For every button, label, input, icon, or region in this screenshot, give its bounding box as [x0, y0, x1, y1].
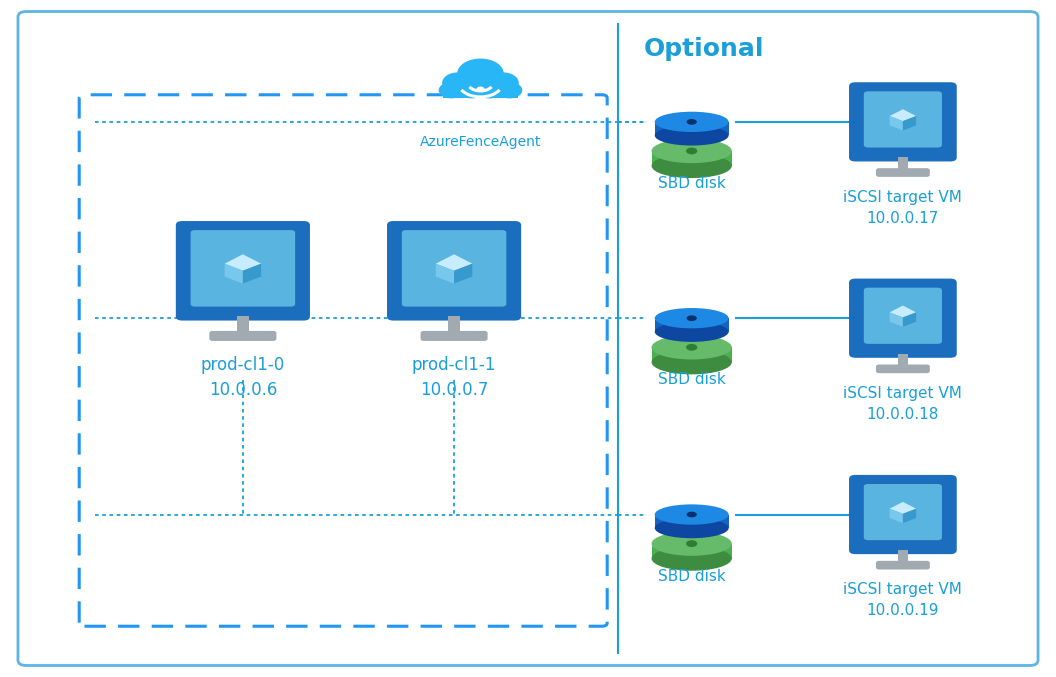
FancyBboxPatch shape	[876, 168, 930, 177]
Bar	[652, 544, 732, 559]
Circle shape	[496, 82, 523, 98]
Circle shape	[453, 74, 490, 98]
FancyBboxPatch shape	[420, 331, 488, 341]
Text: SBD disk: SBD disk	[658, 176, 725, 191]
Ellipse shape	[652, 350, 732, 374]
Circle shape	[486, 72, 518, 93]
Bar	[448, 316, 460, 333]
Text: iSCSI target VM
10.0.0.18: iSCSI target VM 10.0.0.18	[844, 386, 962, 422]
FancyBboxPatch shape	[209, 331, 277, 341]
FancyBboxPatch shape	[191, 230, 295, 307]
Ellipse shape	[686, 148, 697, 154]
Ellipse shape	[655, 518, 729, 538]
Bar	[237, 316, 249, 333]
FancyBboxPatch shape	[849, 278, 957, 357]
Ellipse shape	[655, 308, 729, 328]
Text: prod-cl1-0
10.0.0.6: prod-cl1-0 10.0.0.6	[201, 356, 285, 399]
FancyBboxPatch shape	[864, 288, 942, 344]
Polygon shape	[889, 508, 903, 523]
Ellipse shape	[686, 119, 697, 125]
Bar	[652, 151, 732, 166]
FancyBboxPatch shape	[864, 91, 942, 148]
FancyBboxPatch shape	[18, 12, 1038, 665]
Ellipse shape	[652, 531, 732, 556]
FancyBboxPatch shape	[386, 221, 522, 321]
Ellipse shape	[686, 512, 697, 517]
Polygon shape	[243, 263, 261, 284]
Text: Optional: Optional	[644, 37, 765, 61]
Text: AzureFenceAgent: AzureFenceAgent	[420, 135, 541, 150]
Text: SBD disk: SBD disk	[658, 569, 725, 584]
Text: prod-cl1-1
10.0.0.7: prod-cl1-1 10.0.0.7	[412, 356, 496, 399]
Circle shape	[442, 72, 475, 93]
Circle shape	[457, 59, 504, 89]
Polygon shape	[889, 502, 917, 514]
Polygon shape	[903, 312, 917, 327]
FancyBboxPatch shape	[442, 83, 518, 97]
FancyBboxPatch shape	[175, 221, 310, 321]
Circle shape	[476, 87, 485, 91]
Ellipse shape	[686, 540, 697, 547]
Bar	[655, 515, 729, 528]
Polygon shape	[436, 263, 454, 284]
Ellipse shape	[652, 546, 732, 571]
Polygon shape	[436, 255, 472, 271]
Polygon shape	[889, 305, 917, 318]
Ellipse shape	[686, 344, 697, 351]
Circle shape	[471, 74, 508, 98]
Ellipse shape	[652, 154, 732, 178]
Polygon shape	[889, 116, 903, 131]
Bar	[898, 550, 908, 563]
Ellipse shape	[652, 139, 732, 163]
Ellipse shape	[686, 315, 697, 321]
Polygon shape	[454, 263, 472, 284]
Polygon shape	[225, 263, 243, 284]
Bar	[898, 157, 908, 170]
Polygon shape	[903, 116, 917, 131]
Bar	[655, 318, 729, 332]
FancyBboxPatch shape	[849, 82, 957, 161]
Bar	[898, 353, 908, 366]
FancyBboxPatch shape	[401, 230, 507, 307]
Polygon shape	[889, 312, 903, 327]
Polygon shape	[889, 109, 917, 121]
Polygon shape	[903, 508, 917, 523]
FancyBboxPatch shape	[849, 475, 957, 554]
Polygon shape	[225, 255, 261, 271]
Text: iSCSI target VM
10.0.0.19: iSCSI target VM 10.0.0.19	[844, 582, 962, 618]
Text: SBD disk: SBD disk	[658, 372, 725, 387]
FancyBboxPatch shape	[864, 484, 942, 540]
Ellipse shape	[655, 322, 729, 342]
Ellipse shape	[655, 504, 729, 525]
Circle shape	[438, 82, 465, 98]
Ellipse shape	[655, 125, 729, 146]
FancyBboxPatch shape	[876, 561, 930, 569]
Ellipse shape	[652, 335, 732, 359]
Ellipse shape	[655, 112, 729, 132]
FancyBboxPatch shape	[876, 364, 930, 373]
Bar	[655, 122, 729, 135]
Text: iSCSI target VM
10.0.0.17: iSCSI target VM 10.0.0.17	[844, 190, 962, 225]
Bar	[652, 347, 732, 362]
